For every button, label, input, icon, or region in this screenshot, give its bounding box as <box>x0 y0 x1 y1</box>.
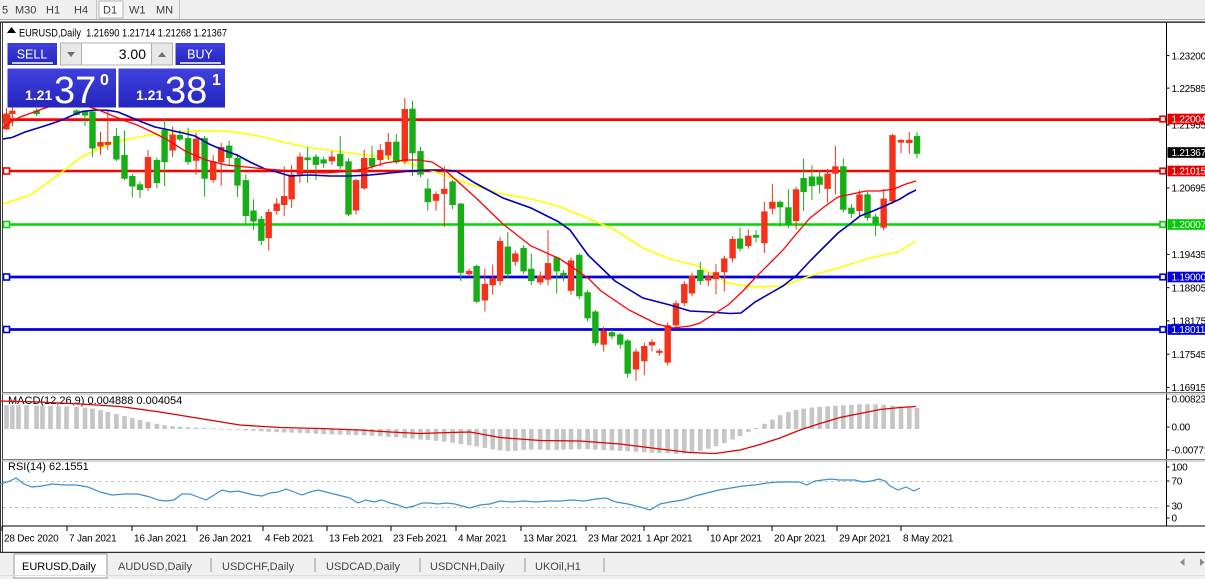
svg-text:3.00: 3.00 <box>119 46 146 62</box>
svg-text:38: 38 <box>165 70 207 112</box>
svg-text:4 Feb 2021: 4 Feb 2021 <box>265 534 314 545</box>
svg-text:23 Mar 2021: 23 Mar 2021 <box>588 534 643 545</box>
svg-text:USDCHF,Daily: USDCHF,Daily <box>222 561 295 573</box>
svg-text:1.21367: 1.21367 <box>1172 148 1205 159</box>
svg-text:1.22004: 1.22004 <box>1172 115 1205 126</box>
svg-text:1.23200: 1.23200 <box>1172 51 1205 62</box>
svg-text:7 Jan 2021: 7 Jan 2021 <box>69 534 117 545</box>
svg-text:1.19000: 1.19000 <box>1172 273 1205 284</box>
svg-text:USDCNH,Daily: USDCNH,Daily <box>430 561 505 573</box>
svg-text:1.18805: 1.18805 <box>1172 283 1205 294</box>
svg-text:1.16915: 1.16915 <box>1172 383 1205 394</box>
svg-text:RSI(14) 62.1551: RSI(14) 62.1551 <box>8 461 89 473</box>
svg-text:16 Jan 2021: 16 Jan 2021 <box>134 534 187 545</box>
svg-text:13 Mar 2021: 13 Mar 2021 <box>523 534 578 545</box>
svg-text:1.19435: 1.19435 <box>1172 250 1205 261</box>
svg-text:4 Mar 2021: 4 Mar 2021 <box>458 534 507 545</box>
svg-text:1.21015: 1.21015 <box>1172 167 1205 178</box>
svg-text:30: 30 <box>1172 502 1183 513</box>
svg-text:100: 100 <box>1172 463 1189 474</box>
svg-text:1.21: 1.21 <box>25 87 52 103</box>
svg-text:H1: H1 <box>46 5 60 17</box>
svg-text:0.00: 0.00 <box>1172 423 1191 434</box>
svg-text:UKOil,H1: UKOil,H1 <box>535 561 581 573</box>
svg-text:1.22585: 1.22585 <box>1172 84 1205 95</box>
svg-text:BUY: BUY <box>187 48 213 62</box>
svg-text:70: 70 <box>1172 477 1183 488</box>
svg-text:0: 0 <box>100 72 109 89</box>
svg-text:37: 37 <box>54 70 96 112</box>
svg-text:D1: D1 <box>103 5 117 17</box>
svg-text:8 May 2021: 8 May 2021 <box>903 534 954 545</box>
svg-text:1.17545: 1.17545 <box>1172 350 1205 361</box>
svg-text:MACD(12,26,9) 0.004888 0.00405: MACD(12,26,9) 0.004888 0.004054 <box>8 395 182 407</box>
svg-text:0: 0 <box>1172 514 1178 525</box>
svg-text:W1: W1 <box>129 5 146 17</box>
svg-text:SELL: SELL <box>17 48 48 62</box>
svg-text:1.21: 1.21 <box>136 87 163 103</box>
svg-text:1.18175: 1.18175 <box>1172 317 1205 328</box>
svg-text:EURUSD,Daily: EURUSD,Daily <box>22 561 96 573</box>
svg-text:1.21955: 1.21955 <box>1172 121 1205 132</box>
svg-text:28 Dec 2020: 28 Dec 2020 <box>4 534 59 545</box>
svg-text:10 Apr 2021: 10 Apr 2021 <box>710 534 762 545</box>
svg-text:H4: H4 <box>74 5 88 17</box>
svg-text:13 Feb 2021: 13 Feb 2021 <box>329 534 384 545</box>
svg-text:29 Apr 2021: 29 Apr 2021 <box>839 534 891 545</box>
svg-text:0.008233: 0.008233 <box>1172 395 1205 406</box>
svg-text:1.18011: 1.18011 <box>1172 325 1205 336</box>
svg-text:EURUSD,Daily 1.21690 1.21714: EURUSD,Daily 1.21690 1.21714 1.21268 1.2… <box>19 28 227 40</box>
svg-text:M30: M30 <box>15 5 36 17</box>
svg-text:1: 1 <box>212 72 221 89</box>
svg-text:23 Feb 2021: 23 Feb 2021 <box>393 534 448 545</box>
svg-text:AUDUSD,Daily: AUDUSD,Daily <box>118 561 192 573</box>
svg-text:USDCAD,Daily: USDCAD,Daily <box>326 561 400 573</box>
svg-text:1.20007: 1.20007 <box>1172 220 1205 231</box>
svg-text:1 Apr 2021: 1 Apr 2021 <box>646 534 693 545</box>
svg-text:MN: MN <box>156 5 173 17</box>
svg-text:1.20695: 1.20695 <box>1172 184 1205 195</box>
svg-text:20 Apr 2021: 20 Apr 2021 <box>774 534 826 545</box>
svg-text:5: 5 <box>2 5 8 17</box>
svg-text:26 Jan 2021: 26 Jan 2021 <box>199 534 252 545</box>
